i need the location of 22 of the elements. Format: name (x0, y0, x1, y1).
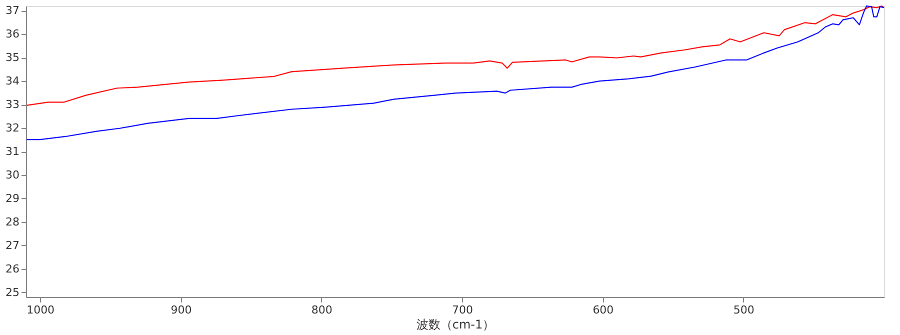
x-axis-title: 波数（cm-1） (416, 318, 495, 332)
x-tick-label: 800 (311, 304, 332, 316)
x-tick-label: 1000 (26, 304, 55, 316)
x-tick-label: 700 (452, 304, 474, 316)
line-series (26, 5, 885, 140)
y-tick-label: 29 (6, 192, 20, 205)
y-tick-label: 28 (6, 215, 20, 228)
y-tick-label: 27 (6, 238, 20, 252)
x-tick-label: 900 (170, 304, 192, 316)
x-tick-label: 600 (592, 304, 614, 316)
x-tick-label: 500 (733, 304, 754, 316)
y-tick-label: 33 (6, 98, 20, 112)
y-tick-label: 37 (6, 4, 20, 18)
y-tick-label: 34 (6, 74, 20, 88)
y-tick-label: 35 (6, 51, 20, 64)
y-tick-label: 31 (6, 145, 20, 158)
y-tick-label: 30 (6, 168, 20, 182)
line-series (26, 5, 885, 106)
y-tick-label: 36 (6, 28, 20, 41)
y-tick-label: 25 (6, 286, 20, 299)
y-tick-label: 26 (6, 262, 20, 276)
y-tick-label: 32 (6, 122, 20, 135)
